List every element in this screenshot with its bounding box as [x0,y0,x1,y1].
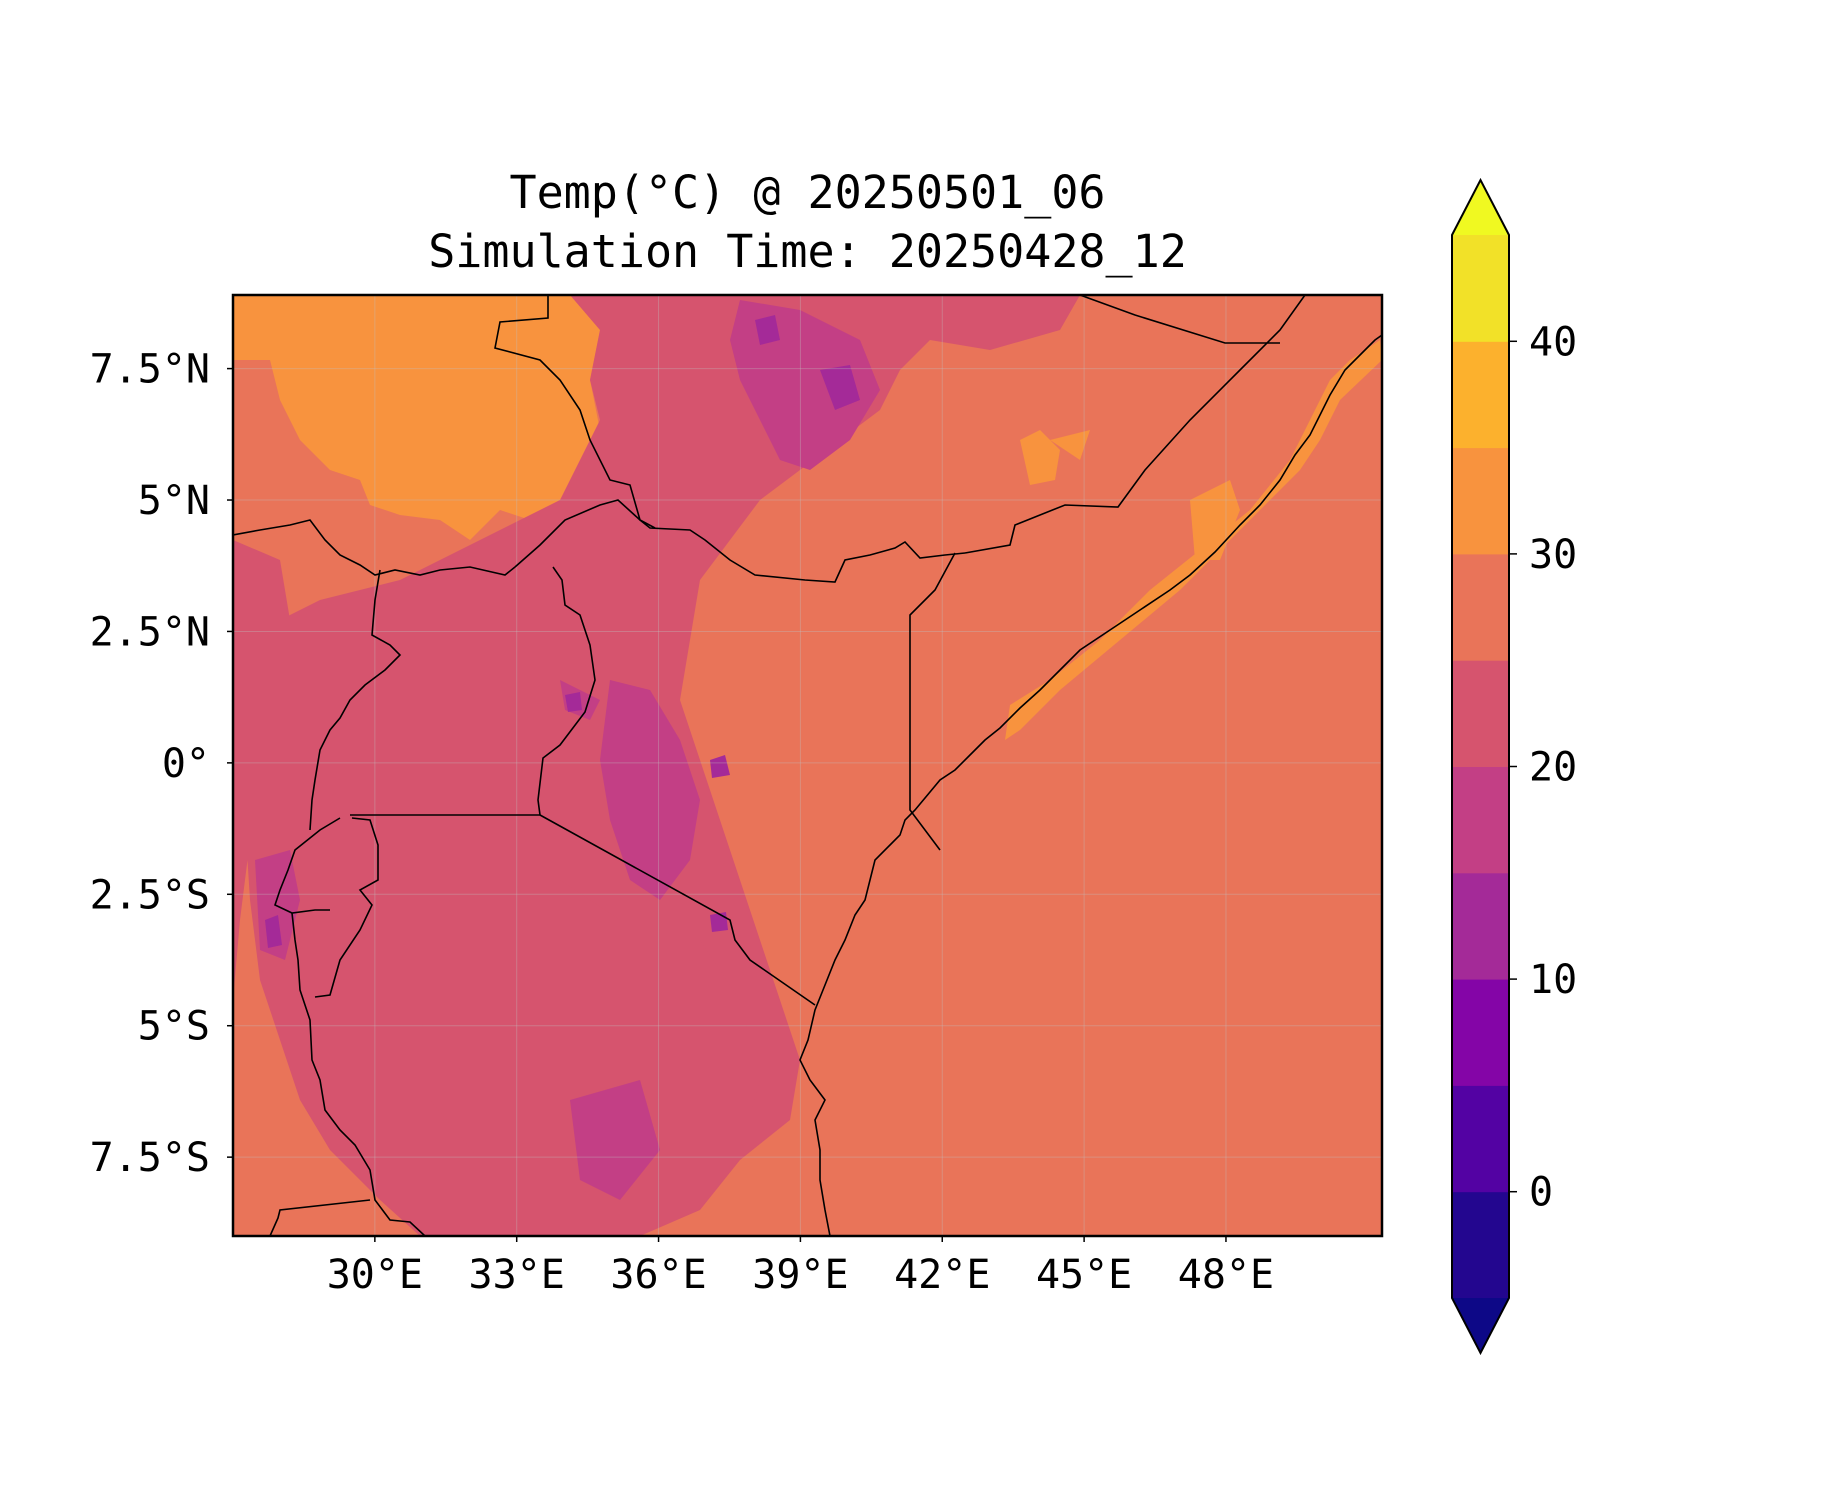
colorbar-tick-label: 10 [1529,957,1577,1003]
y-axis: 7.5°N 5°N 2.5°N 0° 2.5°S 5°S 7.5°S [90,347,233,1181]
colorbar-outline [1451,177,1510,1356]
border-rwanda-drc [274,817,341,914]
map-gridlines [233,295,1382,1236]
x-axis: 30°E 33°E 36°E 39°E 42°E 45°E 48°E [327,1236,1274,1298]
temp-contour-15-20-rift-central [600,680,700,900]
colorbar-tick-label: 40 [1529,319,1577,365]
colorbar-segment [1452,979,1509,1086]
y-tick-label: 5°N [138,478,210,524]
map-plot-area: 30°E 33°E 36°E 39°E 42°E 45°E 48°E 7.5°N 5°N 2.5… [90,293,1384,1298]
colorbar-segment [1452,341,1509,449]
colorbar-segment [1452,1085,1509,1193]
temp-contour-10-15-spot-3 [710,755,730,778]
temp-contour-10-15-spot-6 [265,915,282,948]
temp-contour-30-35-blob-2 [1020,430,1060,485]
y-tick-label: 0° [162,741,210,787]
temp-contour-10-15-spot-5 [710,912,728,932]
temp-contour-30-35-northwest [233,295,600,540]
coastline-tanzania-kenya-somalia [799,334,1382,1236]
border-somaliland [1079,295,1280,344]
x-tick-label: 48°E [1178,1252,1274,1298]
border-south-sudan-ethiopia [494,295,656,529]
border-tanzania-zambia [269,1199,371,1236]
x-tick-label: 33°E [469,1252,565,1298]
colorbar-tick-label: 30 [1529,532,1577,578]
colorbar-segment [1452,235,1509,342]
y-tick-label: 7.5°S [90,1135,210,1181]
colorbar-extend-min [1452,1298,1509,1353]
country-borders [233,295,1382,1236]
colorbar-segment [1452,872,1509,980]
temp-contour-30-35-coast [1005,340,1382,740]
temp-contour-20-25-south [420,880,760,1190]
y-tick-label: 5°S [138,1004,210,1050]
x-tick-label: 30°E [327,1252,423,1298]
border-uganda-west [309,569,402,831]
temp-contour-15-20-west [255,850,300,960]
border-kenya-somalia [909,552,956,851]
temp-contour-10-15-spot-4 [565,692,582,712]
colorbar-segment [1452,660,1509,767]
colorbar-segment [1452,766,1509,874]
x-tick-label: 45°E [1036,1252,1132,1298]
temp-contour-30-35-blob-4 [1050,430,1090,460]
y-tick-label: 2.5°N [90,609,210,655]
colorbar-tick-label: 0 [1529,1170,1553,1216]
map-title-line-2: Simulation Time: 20250428_12 [428,225,1187,278]
map-title-line-1: Temp(°C) @ 20250501_06 [509,166,1106,219]
colorbar-extend-max [1452,180,1509,235]
temp-contour-10-15-spot-1 [820,365,860,410]
border-ethiopia-somalia [964,295,1306,554]
border-drc-tanzania [291,912,426,1236]
x-tick-label: 42°E [894,1252,990,1298]
border-uganda-kenya-north [514,499,966,583]
colorbar-segment [1452,447,1509,555]
y-tick-label: 2.5°S [90,872,210,918]
temp-contour-15-20-south [570,1080,660,1200]
temp-contour-20-25-west [233,540,290,1000]
map-frame [231,293,1384,1238]
border-rwanda-burundi [314,817,379,998]
colorbar-segment [1452,553,1509,661]
border-kenya-tanzania [539,814,816,1006]
x-tick-label: 36°E [610,1252,706,1298]
temperature-field [233,295,1382,1236]
border-uganda-kenya [537,566,596,816]
colorbar: 0 10 20 30 40 [1451,177,1577,1356]
y-tick-label: 7.5°N [90,347,210,393]
temp-contour-30-35-blob-1 [1190,480,1240,560]
colorbar-tick-label: 20 [1529,745,1577,791]
temp-contour-10-15-spot-2 [755,315,780,345]
border-south-sudan-uganda [233,519,516,576]
x-tick-label: 39°E [752,1252,848,1298]
colorbar-segment [1452,1191,1509,1299]
